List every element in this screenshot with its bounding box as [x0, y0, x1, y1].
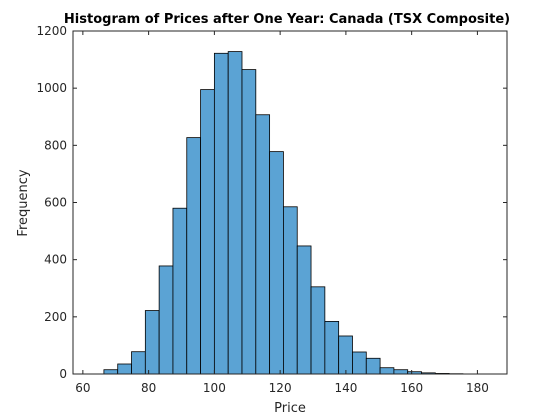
histogram-bar — [338, 335, 353, 375]
y-tick-label: 600 — [44, 196, 67, 210]
histogram-bar — [131, 351, 146, 375]
x-tick-label: 160 — [400, 381, 423, 395]
histogram-bar — [310, 286, 326, 375]
x-tick-label: 120 — [269, 381, 292, 395]
y-axis: 0 200 400 600 800 1000 1200 — [36, 24, 507, 381]
x-tick-label: 180 — [466, 381, 489, 395]
x-tick-label: 140 — [334, 381, 357, 395]
y-axis-label: Frequency — [16, 169, 31, 236]
histogram-bar — [200, 89, 215, 375]
x-tick-label: 80 — [141, 381, 156, 395]
x-tick-label: 100 — [203, 381, 226, 395]
histogram-bar — [393, 369, 409, 375]
histogram-bar — [103, 369, 119, 375]
x-tick-label: 60 — [75, 381, 90, 395]
x-axis: 60 80 100 120 140 160 180 — [75, 31, 489, 395]
chart-title: Histogram of Prices after One Year: Cana… — [64, 12, 510, 27]
histogram-bar — [227, 51, 243, 375]
histogram-bar — [283, 206, 298, 375]
histogram-bar — [172, 207, 188, 375]
histogram-bar — [296, 245, 312, 375]
histogram-bar — [186, 137, 201, 375]
y-tick-label: 1200 — [36, 24, 67, 38]
bars-group — [103, 51, 464, 375]
histogram-bar — [269, 151, 284, 375]
y-tick-label: 400 — [44, 253, 67, 267]
y-tick-label: 200 — [44, 310, 67, 324]
histogram-bar — [255, 114, 271, 375]
histogram-bar — [241, 69, 257, 375]
histogram-bar — [144, 310, 160, 375]
histogram-bar — [213, 52, 229, 375]
histogram-bar — [324, 321, 340, 375]
y-tick-label: 1000 — [36, 81, 67, 95]
histogram-bar — [365, 357, 381, 375]
histogram-bar — [379, 367, 395, 375]
y-tick-label: 0 — [59, 367, 67, 381]
x-axis-label: Price — [274, 401, 306, 416]
y-tick-label: 800 — [44, 138, 67, 152]
histogram-bar — [158, 265, 174, 375]
histogram-bar — [352, 351, 367, 375]
histogram-bar — [117, 363, 132, 375]
